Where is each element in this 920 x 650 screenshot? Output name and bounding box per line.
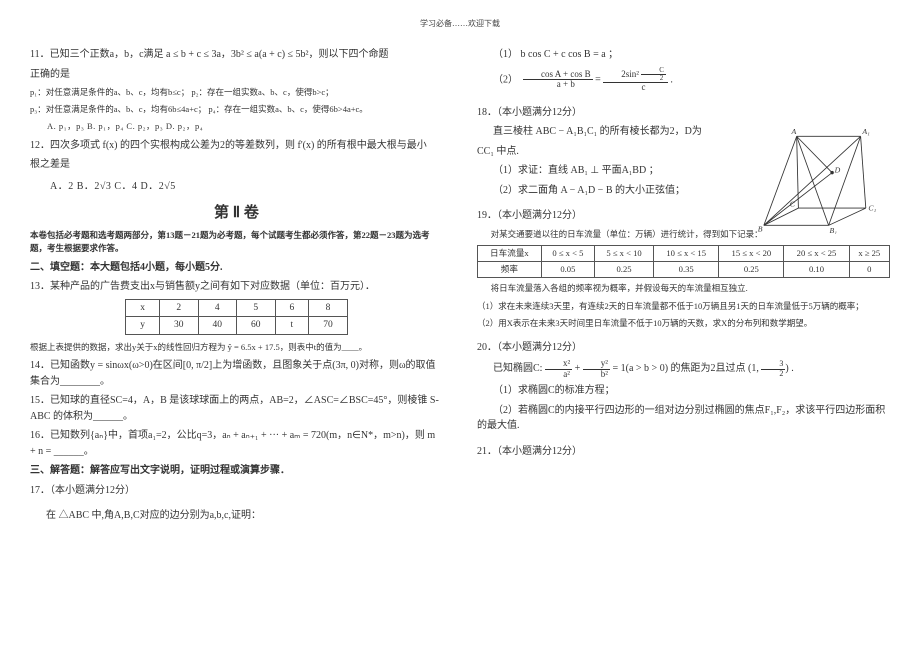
cell: 5 ≤ x < 10 [594,245,653,261]
cell: 0.25 [719,262,784,278]
cell: 2 [160,299,199,317]
cell: 10 ≤ x < 15 [654,245,719,261]
left-column: 11．已知三个正数a，b，c满足 a ≤ b + c ≤ 3a，3b² ≤ a(… [30,47,443,528]
cell: 0.35 [654,262,719,278]
cell: 0 [849,262,889,278]
q13-table: x 2 4 5 6 8 y 30 40 60 t 70 [125,299,348,335]
label-C: C [790,199,796,208]
q12-choices: A．2 B．2√3 C．4 D．2√5 [30,179,443,195]
cell: y [126,317,160,335]
q18-title: 18．（本小题满分12分） [477,105,890,121]
table-row: x 2 4 5 6 8 [126,299,348,317]
q12-stem: 12．四次多项式 f(x) 的四个实根构成公差为2的等差数列，则 f'(x) 的… [30,138,443,154]
q20-sub2: （2）若椭圆C的内接平行四边形的一组对边分别过椭圆的焦点F₁,F₂，求该平行四边… [477,403,890,434]
cell: 6 [275,299,309,317]
cell: 70 [309,317,348,335]
q21-title: 21．（本小题满分12分） [477,444,890,460]
cell: 40 [198,317,237,335]
frac-right: 2sin² C2c [603,67,668,93]
q13-after: 根据上表提供的数据，求出y关于x的线性回归方程为 ŷ = 6.5x + 17.5… [30,341,443,354]
eq2-label: （2） [493,74,518,85]
q11-stem2: 正确的是 [30,67,443,83]
label-B1: B₁ [830,226,838,234]
q11-stem: 11．已知三个正数a，b，c满足 a ≤ b + c ≤ 3a，3b² ≤ a(… [30,47,443,63]
label-A: A [790,127,796,136]
prism-diagram: A A₁ B B₁ C C₁ D [754,126,886,234]
table-row: y 30 40 60 t 70 [126,317,348,335]
q12-stem2: 根之差是 [30,157,443,173]
label-B: B [758,224,763,233]
cell: 0 ≤ x < 5 [541,245,594,261]
answer-heading: 三、解答题：解答应写出文字说明，证明过程或演算步骤． [30,463,443,479]
cell: 4 [198,299,237,317]
cell: x [126,299,160,317]
cell: 20 ≤ x < 25 [784,245,849,261]
right-column: （1） b cos C + c cos B = a ； （2） cos A + … [477,47,890,528]
cell: 15 ≤ x < 20 [719,245,784,261]
table-row: 频率 0.05 0.25 0.35 0.25 0.10 0 [478,262,890,278]
q17-body: 在 △ABC 中,角A,B,C对应的边分别为a,b,c,证明： [30,508,443,524]
q17-title: 17．（本小题满分12分） [30,483,443,499]
q19-after1: 将日车流量落入各组的频率视为概率，并假设每天的车流量相互独立. [477,282,890,295]
frac-left: cos A + cos Ba + b [523,70,593,90]
q11-p2: p₃：对任意满足条件的a、b、c，均有6b≤4a+c； p₄：存在一组实数a、b… [30,103,443,116]
q14: 14．已知函数y = sinωx(ω>0)在区间[0, π/2]上为增函数，且图… [30,358,443,389]
q11-p1: p₁：对任意满足条件的a、b、c，均有b≤c； p₂：存在一组实数a、b、c，使… [30,86,443,99]
cell: 8 [309,299,348,317]
cell: 5 [237,299,276,317]
q19-after3: （2）用X表示在未来3天时间里日车流量不低于10万辆的天数，求X的分布列和数学期… [477,317,890,330]
frac-x: x²a² [545,359,572,379]
cell: 频率 [478,262,542,278]
eq2: （2） cos A + cos Ba + b = 2sin² C2c . [477,67,890,93]
frac-y: y²b² [583,359,610,379]
label-C1: C₁ [868,204,876,213]
table-row: 日车流量x 0 ≤ x < 5 5 ≤ x < 10 10 ≤ x < 15 1… [478,245,890,261]
q18-body: 直三棱柱 ABC − A₁B₁C₁ 的所有棱长都为2，D为 [477,124,737,140]
q16: 16．已知数列{aₙ}中，首项a₁=2，公比q=3，aₙ + aₙ₊₁ + ··… [30,428,443,459]
q13-stem: 13．某种产品的广告费支出x与销售额y之间有如下对应数据（单位：百万元）． [30,279,443,295]
cell: 0.05 [541,262,594,278]
eq1: （1） b cos C + c cos B = a ； [477,47,890,63]
columns: 11．已知三个正数a，b，c满足 a ≤ b + c ≤ 3a，3b² ≤ a(… [30,47,890,528]
q11-choices: A. p₁，p₃ B. p₁，p₄ C. p₂，p₃ D. p₂，p₄ [30,120,443,133]
q19-table: 日车流量x 0 ≤ x < 5 5 ≤ x < 10 10 ≤ x < 15 1… [477,245,890,279]
section2-title: 第 Ⅱ 卷 [30,202,443,225]
fill-heading: 二、填空题：本大题包括4小题，每小题5分. [30,260,443,276]
q20-body: 已知椭圆C: x²a² + y²b² = 1(a > b > 0) 的焦距为2且… [477,359,890,379]
q19-after2: （1）求在未来连续3天里，有连续2天的日车流量都不低于10万辆且另1天的日车流量… [477,300,890,313]
q15: 15．已知球的直径SC=4，A，B 是该球球面上的两点，AB=2，∠ASC=∠B… [30,393,443,424]
section-instructions: 本卷包括必考题和选考题两部分，第13题－21题为必考题，每个试题考生都必须作答，… [30,229,443,255]
q20-prefix: 已知椭圆C: [493,364,545,375]
page-header: 学习必备……欢迎下载 [30,18,890,29]
label-A1: A₁ [861,127,870,136]
q20-title: 20．（本小题满分12分） [477,340,890,356]
cell: 0.25 [594,262,653,278]
cell: 日车流量x [478,245,542,261]
label-D: D [834,166,841,175]
cell: 60 [237,317,276,335]
cell: t [275,317,309,335]
cell: 30 [160,317,199,335]
cell: x ≥ 25 [849,245,889,261]
cell: 0.10 [784,262,849,278]
q20-sub1: （1）求椭圆C的标准方程； [477,383,890,399]
